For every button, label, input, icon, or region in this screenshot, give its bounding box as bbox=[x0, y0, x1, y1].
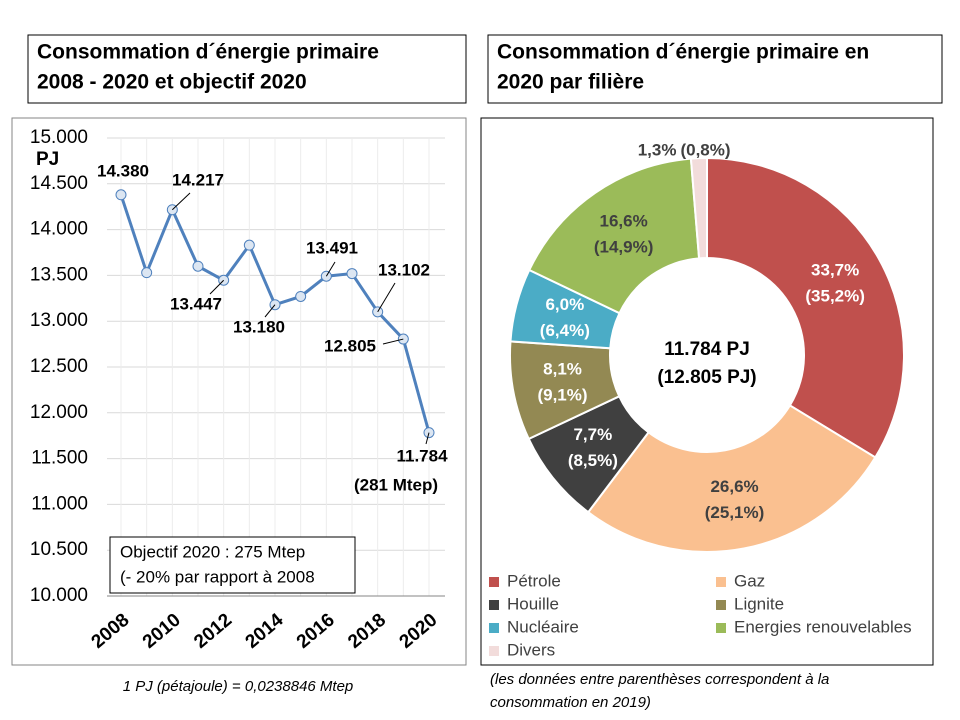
footnote: 1 PJ (pétajoule) = 0,0238846 Mtep bbox=[123, 678, 354, 695]
data-label: (25,1%) bbox=[705, 503, 765, 522]
data-label: 13.180 bbox=[233, 317, 285, 336]
marker bbox=[141, 267, 153, 279]
data-label: 13.102 bbox=[378, 260, 430, 279]
data-label: 8,1% bbox=[543, 360, 582, 379]
y-tick-label: 11.000 bbox=[31, 493, 88, 514]
data-label: 14.380 bbox=[97, 161, 149, 180]
legend-swatch bbox=[489, 623, 499, 633]
chart-title: Consommation d´énergie primaire en bbox=[497, 41, 869, 64]
legend-swatch bbox=[716, 600, 726, 610]
marker bbox=[243, 239, 255, 251]
data-label: (35,2%) bbox=[805, 286, 865, 305]
footnote: consommation en 2019) bbox=[490, 694, 651, 711]
leader-line bbox=[377, 282, 396, 313]
legend-label: Houille bbox=[507, 594, 559, 613]
annotation: (281 Mtep) bbox=[354, 475, 438, 494]
slice bbox=[527, 157, 701, 315]
annotation: Objectif 2020 : 275 Mtep bbox=[120, 542, 305, 561]
data-label: 1,3% bbox=[638, 140, 677, 159]
annotation: (- 20% par rapport à 2008 bbox=[120, 567, 315, 586]
leader-line bbox=[425, 432, 430, 445]
leader-line bbox=[264, 304, 276, 318]
y-tick-label: 13.000 bbox=[30, 310, 88, 331]
legend-label: Nucléaire bbox=[507, 617, 579, 636]
data-label: (14,9%) bbox=[594, 237, 654, 256]
leader-line bbox=[171, 192, 191, 211]
y-tick-label: 13.500 bbox=[30, 264, 88, 285]
title-box bbox=[27, 34, 467, 104]
marker bbox=[115, 189, 127, 201]
slice bbox=[706, 156, 905, 459]
data-label: 6,0% bbox=[545, 295, 584, 314]
data-label: (6,4%) bbox=[540, 321, 590, 340]
chart-title: 2008 - 2020 et objectif 2020 bbox=[37, 71, 307, 94]
y-tick-label: 14.000 bbox=[30, 219, 88, 240]
legend-label: Gaz bbox=[734, 571, 765, 590]
y-tick-label: 12.000 bbox=[30, 402, 88, 423]
legend-swatch bbox=[489, 600, 499, 610]
legend-swatch bbox=[716, 623, 726, 633]
data-label: 14.217 bbox=[172, 170, 224, 189]
data-label: 7,7% bbox=[573, 425, 612, 444]
legend-label: Lignite bbox=[734, 594, 784, 613]
y-tick-label: 14.500 bbox=[30, 173, 88, 194]
data-label: 33,7% bbox=[811, 260, 859, 279]
chart-title: 2020 par filière bbox=[497, 71, 644, 94]
data-label: 26,6% bbox=[710, 477, 758, 496]
legend-label: Pétrole bbox=[507, 571, 561, 590]
legend-swatch bbox=[716, 577, 726, 587]
marker bbox=[346, 268, 358, 280]
y-tick-label: 10.000 bbox=[30, 585, 88, 606]
footnote: (les données entre parenthèses correspon… bbox=[490, 671, 829, 688]
data-label: (0,8%) bbox=[680, 140, 730, 159]
data-label: 12.805 bbox=[324, 336, 376, 355]
data-label: 11.784 bbox=[396, 446, 448, 465]
y-unit: PJ bbox=[36, 149, 59, 170]
data-label: 13.447 bbox=[170, 294, 222, 313]
y-tick-label: 12.500 bbox=[30, 356, 88, 377]
chart-title: Consommation d´énergie primaire bbox=[37, 41, 379, 64]
data-label: 16,6% bbox=[600, 211, 648, 230]
data-label: (9,1%) bbox=[537, 386, 587, 405]
leader-line bbox=[382, 338, 404, 345]
legend-label: Divers bbox=[507, 640, 555, 659]
legend-swatch bbox=[489, 646, 499, 656]
title-box bbox=[487, 34, 943, 104]
center-label: 11.784 PJ bbox=[664, 339, 750, 360]
data-label: (8,5%) bbox=[568, 451, 618, 470]
leader-line bbox=[325, 261, 336, 277]
objective-box bbox=[109, 536, 356, 594]
center-label: (12.805 PJ) bbox=[657, 367, 756, 388]
marker bbox=[295, 290, 307, 302]
y-tick-label: 10.500 bbox=[30, 539, 88, 560]
y-tick-label: 11.500 bbox=[31, 448, 88, 469]
data-label: 13.491 bbox=[306, 238, 358, 257]
slice bbox=[689, 156, 708, 260]
legend-label: Energies renouvelables bbox=[734, 617, 912, 636]
leader-line bbox=[209, 279, 225, 295]
slice bbox=[586, 404, 877, 553]
marker bbox=[192, 260, 204, 272]
legend-swatch bbox=[489, 577, 499, 587]
y-tick-label: 15.000 bbox=[30, 127, 88, 148]
